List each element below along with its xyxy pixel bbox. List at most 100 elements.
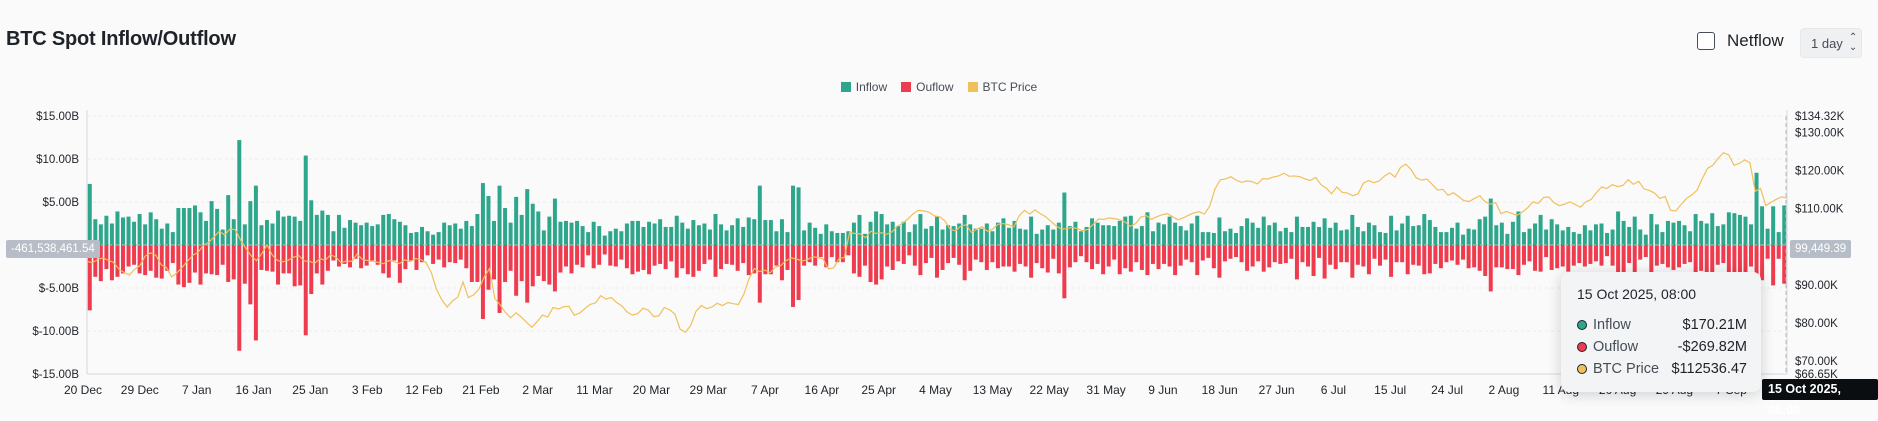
inflow-bar bbox=[397, 221, 402, 245]
inflow-bar bbox=[1261, 216, 1266, 245]
inflow-bar bbox=[1566, 226, 1571, 245]
outflow-bar bbox=[126, 245, 131, 267]
outflow-bar bbox=[1549, 245, 1554, 270]
inflow-bar bbox=[1466, 228, 1471, 245]
interval-select[interactable]: 1 day ⌃ ⌄ bbox=[1800, 28, 1862, 58]
inflow-bar bbox=[1544, 229, 1549, 245]
outflow-bar bbox=[154, 245, 159, 278]
inflow-bar bbox=[1782, 205, 1787, 245]
outflow-bar bbox=[785, 245, 790, 270]
inflow-bar bbox=[525, 189, 530, 245]
inflow-bar bbox=[420, 226, 425, 245]
inflow-bar bbox=[879, 214, 884, 245]
inflow-bar bbox=[353, 222, 358, 245]
outflow-bar bbox=[1078, 245, 1083, 257]
outflow-bar bbox=[1056, 245, 1061, 274]
outflow-bar bbox=[558, 245, 563, 273]
y-right-tick-label: $130.00K bbox=[1795, 127, 1845, 139]
inflow-bar bbox=[414, 232, 419, 245]
inflow-bar bbox=[918, 214, 923, 245]
inflow-bar bbox=[735, 218, 740, 245]
inflow-bar bbox=[1056, 222, 1061, 245]
inflow-bar bbox=[984, 223, 989, 245]
inflow-bar bbox=[1234, 232, 1239, 245]
outflow-bar bbox=[580, 245, 585, 268]
outflow-bar bbox=[336, 245, 341, 267]
inflow-bar bbox=[1167, 216, 1172, 245]
legend-item-outflow[interactable]: Ouflow bbox=[901, 80, 954, 94]
inflow-bar bbox=[1588, 230, 1593, 245]
netflow-checkbox[interactable] bbox=[1697, 32, 1715, 50]
inflow-bar bbox=[325, 214, 330, 245]
outflow-bar bbox=[1726, 245, 1731, 280]
outflow-bar bbox=[1582, 245, 1587, 267]
inflow-bar bbox=[375, 224, 380, 245]
x-tick-label: 9 Jun bbox=[1148, 383, 1177, 397]
outflow-bar bbox=[492, 245, 496, 280]
x-tick-label: 2 Mar bbox=[522, 383, 553, 397]
inflow-bar bbox=[1649, 214, 1654, 245]
inflow-bar bbox=[1350, 214, 1355, 245]
outflow-bar bbox=[1040, 245, 1045, 269]
inflow-bar bbox=[431, 234, 436, 245]
inflow-bar bbox=[1067, 226, 1072, 245]
outflow-bar bbox=[663, 245, 668, 270]
outflow-bar bbox=[630, 245, 635, 275]
y-right-tick-label: $134.32K bbox=[1795, 111, 1845, 123]
legend-item-price[interactable]: BTC Price bbox=[967, 80, 1037, 94]
outflow-bar bbox=[486, 245, 491, 290]
outflow-bar bbox=[1150, 245, 1155, 264]
outflow-bar bbox=[231, 245, 236, 280]
outflow-bar bbox=[569, 245, 574, 274]
outflow-bar bbox=[1765, 245, 1770, 259]
crosshair-left-value: -461,538,461.54 bbox=[6, 240, 100, 258]
inflow-bar bbox=[1477, 219, 1482, 245]
inflow-bar bbox=[1627, 226, 1632, 245]
inflow-bar bbox=[580, 226, 585, 245]
inflow-bar bbox=[1527, 228, 1532, 245]
outflow-bar bbox=[602, 245, 607, 255]
outflow-bar bbox=[353, 245, 358, 259]
inflow-bar bbox=[425, 231, 430, 245]
inflow-bar bbox=[1383, 232, 1388, 245]
inflow-bar bbox=[912, 224, 917, 245]
outflow-bar bbox=[1200, 245, 1205, 261]
outflow-bar bbox=[104, 245, 109, 270]
y-left-tick-label: $-5.00B bbox=[39, 283, 80, 295]
outflow-bar bbox=[973, 245, 978, 260]
outflow-bar bbox=[719, 245, 724, 270]
outflow-bar bbox=[979, 245, 984, 263]
outflow-bar bbox=[1306, 245, 1311, 267]
inflow-bar bbox=[503, 208, 508, 245]
inflow-bar bbox=[403, 225, 408, 245]
outflow-bar bbox=[442, 245, 447, 268]
y-right-tick-label: $70.00K bbox=[1795, 356, 1838, 368]
outflow-bar bbox=[331, 245, 336, 261]
legend-item-inflow[interactable]: Inflow bbox=[840, 80, 887, 94]
outflow-bar bbox=[1350, 245, 1355, 278]
inflow-bar bbox=[1416, 225, 1421, 245]
inflow-bar bbox=[1610, 229, 1615, 245]
inflow-bar bbox=[198, 212, 203, 245]
tooltip-row-inflow: Inflow $170.21M bbox=[1577, 314, 1747, 336]
outflow-bar bbox=[192, 245, 197, 273]
inflow-bar bbox=[469, 226, 474, 245]
chevron-updown-icon: ⌃ ⌄ bbox=[1848, 32, 1858, 53]
outflow-bar bbox=[635, 245, 640, 272]
inflow-bar bbox=[408, 232, 413, 245]
inflow-bar bbox=[696, 225, 701, 245]
inflow-bar bbox=[1040, 229, 1045, 245]
outflow-bar bbox=[1178, 245, 1183, 266]
inflow-bar bbox=[552, 198, 557, 245]
inflow-bar bbox=[1311, 221, 1316, 245]
outflow-bar bbox=[1638, 245, 1643, 260]
outflow-bar bbox=[364, 245, 369, 266]
inflow-bar bbox=[309, 200, 314, 245]
inflow-bar bbox=[104, 215, 109, 245]
inflow-bar bbox=[979, 228, 984, 245]
inflow-bar bbox=[143, 224, 148, 245]
netflow-toggle[interactable]: Netflow bbox=[1697, 31, 1784, 51]
outflow-bar bbox=[1023, 245, 1028, 267]
outflow-bar bbox=[1051, 245, 1056, 259]
